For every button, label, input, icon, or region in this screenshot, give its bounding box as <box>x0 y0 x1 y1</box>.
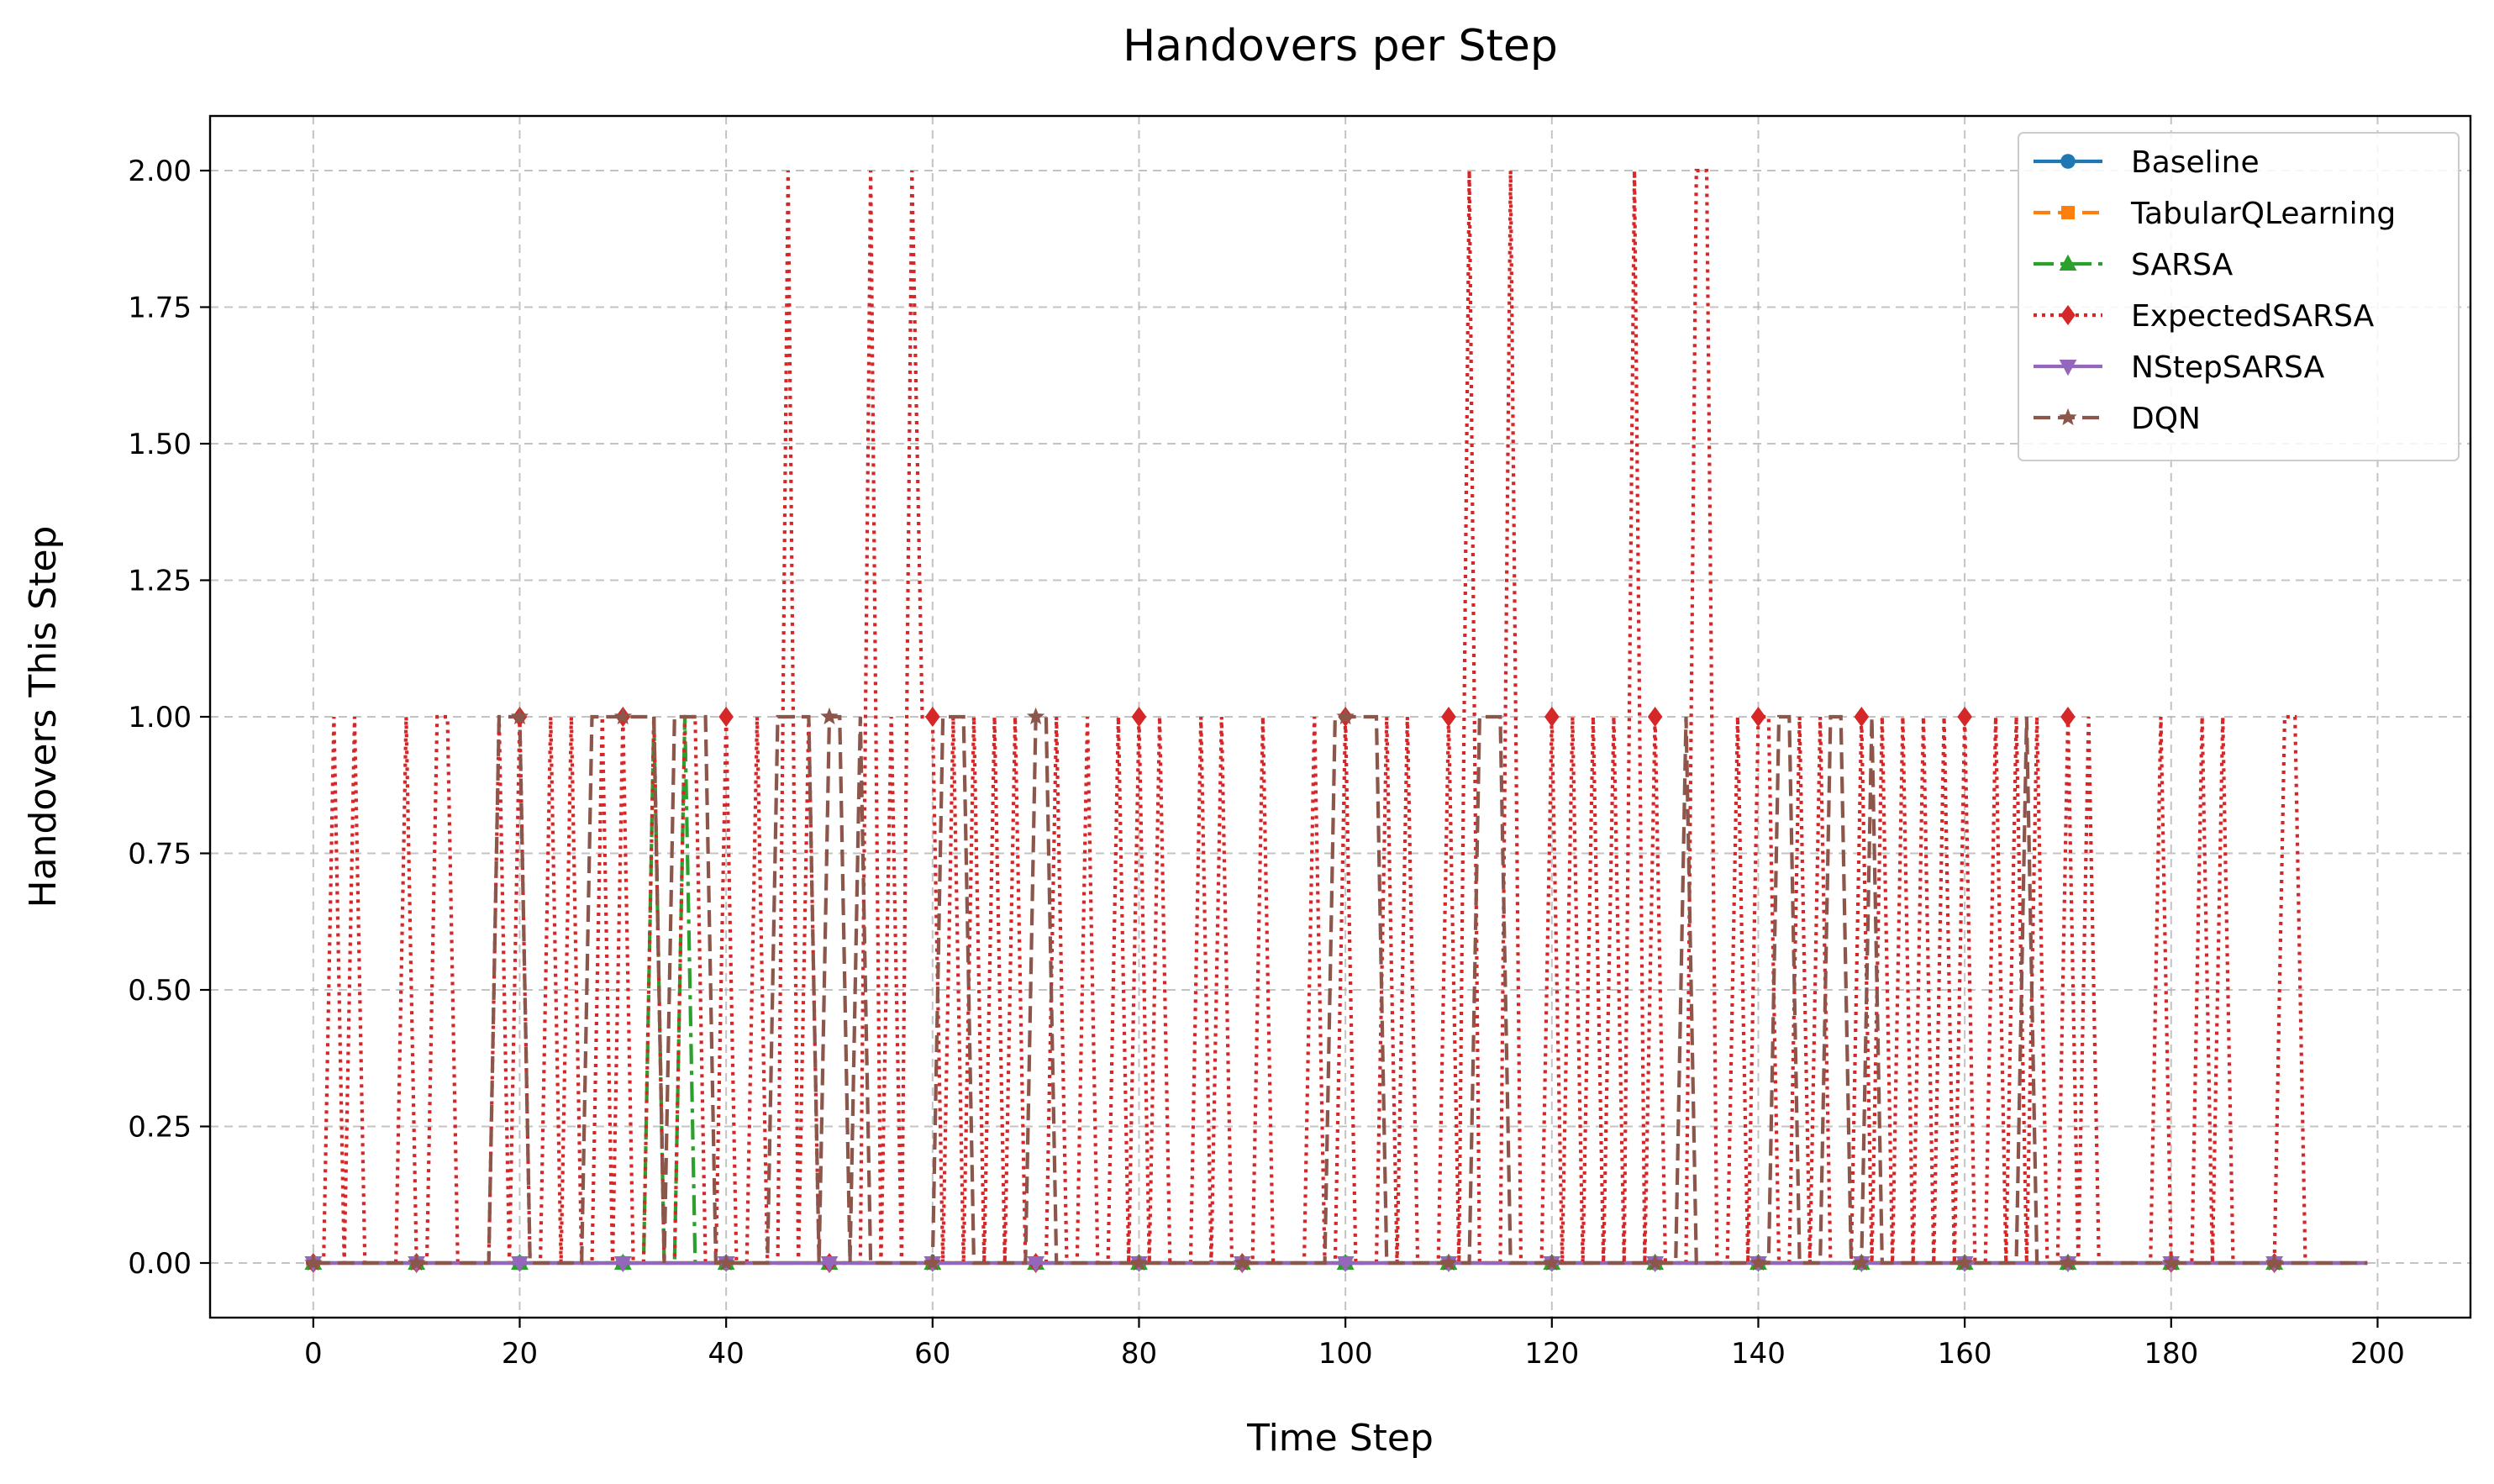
y-tick-label: 0.25 <box>128 1111 192 1145</box>
data-point-marker <box>1129 1253 1149 1271</box>
data-point-marker <box>1543 1253 1561 1271</box>
data-point-marker <box>1131 707 1147 727</box>
data-point-marker <box>1336 1256 1355 1273</box>
legend-item: SARSA <box>2034 248 2234 282</box>
data-point-marker <box>1647 707 1663 727</box>
legend-marker <box>2060 154 2076 169</box>
data-point-marker <box>1027 707 1045 725</box>
data-point-marker <box>2162 1253 2181 1271</box>
data-point-marker <box>1854 707 1870 727</box>
legend-label: SARSA <box>2131 248 2234 282</box>
data-point-marker <box>1646 1253 1665 1271</box>
data-point-marker <box>718 707 734 727</box>
data-point-marker <box>304 1253 323 1271</box>
y-axis-ticks: 0.00 0.25 0.50 0.75 1.00 1.25 1.50 1.75 2.00 <box>128 155 210 1281</box>
x-tick-label: 160 <box>1938 1337 1992 1371</box>
data-point-marker <box>1027 1256 1045 1273</box>
data-point-marker <box>1750 707 1766 727</box>
legend-label: TabularQLearning <box>2130 197 2396 231</box>
y-tick-label: 1.25 <box>128 565 192 598</box>
x-tick-label: 20 <box>502 1337 538 1371</box>
series-dqn <box>304 707 2368 1271</box>
legend-label: NStepSARSA <box>2131 350 2325 385</box>
x-tick-label: 180 <box>2144 1337 2198 1371</box>
legend-label: Baseline <box>2131 145 2260 180</box>
data-point-marker <box>613 1256 632 1273</box>
y-tick-label: 0.00 <box>128 1247 192 1281</box>
y-axis-title: Handovers This Step <box>22 526 65 908</box>
y-tick-label: 0.50 <box>128 974 192 1008</box>
series-lines <box>304 168 2368 1273</box>
series-line <box>313 168 2368 1266</box>
legend-marker <box>2059 408 2077 426</box>
data-point-marker <box>408 1253 426 1271</box>
y-tick-label: 0.75 <box>128 838 192 871</box>
grid <box>210 116 2470 1318</box>
data-point-marker <box>1749 1253 1768 1271</box>
x-axis-title: Time Step <box>1246 1417 1434 1460</box>
data-point-marker <box>2059 1253 2077 1271</box>
data-point-marker <box>820 1256 839 1273</box>
legend-item: TabularQLearning <box>2034 197 2396 231</box>
x-axis-ticks: 0 20 40 60 80 100 120 140 160 180 200 <box>304 1318 2405 1371</box>
data-point-marker <box>510 707 529 725</box>
legend-marker <box>2059 360 2077 376</box>
data-point-marker <box>1336 707 1355 725</box>
legend-item: DQN <box>2034 402 2201 436</box>
legend-marker <box>2060 305 2076 325</box>
data-point-marker <box>820 707 839 725</box>
data-point-marker <box>717 1253 735 1271</box>
legend-item: ExpectedSARSA <box>2034 299 2375 334</box>
legend-label: DQN <box>2131 402 2201 436</box>
legend: Baseline TabularQLearning SARSA ExpectedSAR… <box>2018 132 2460 461</box>
legend-item: NStepSARSA <box>2034 350 2325 385</box>
data-point-marker <box>1955 1253 1974 1271</box>
x-tick-label: 0 <box>304 1337 323 1371</box>
x-tick-label: 120 <box>1524 1337 1579 1371</box>
legend-marker <box>2059 254 2077 271</box>
data-point-marker <box>1544 707 1560 727</box>
x-tick-label: 200 <box>2350 1337 2405 1371</box>
legend-marker <box>2061 206 2075 219</box>
data-point-marker <box>511 1256 529 1273</box>
data-point-marker <box>1439 1253 1458 1271</box>
x-tick-label: 40 <box>708 1337 745 1371</box>
data-point-marker <box>1233 1253 1251 1271</box>
chart-title: Handovers per Step <box>1123 21 1558 71</box>
legend-box <box>2018 132 2460 461</box>
y-tick-label: 1.50 <box>128 428 192 461</box>
x-tick-label: 60 <box>914 1337 950 1371</box>
y-tick-label: 1.75 <box>128 292 192 325</box>
legend-label: ExpectedSARSA <box>2131 299 2375 334</box>
x-tick-label: 140 <box>1731 1337 1786 1371</box>
data-point-marker <box>2060 707 2076 727</box>
y-tick-label: 2.00 <box>128 155 192 188</box>
y-tick-label: 1.00 <box>128 701 192 734</box>
x-tick-label: 100 <box>1318 1337 1373 1371</box>
legend-item: Baseline <box>2034 145 2260 180</box>
data-point-marker <box>923 1253 942 1271</box>
data-point-marker <box>1441 707 1456 727</box>
data-point-marker <box>925 707 940 727</box>
data-point-marker <box>1852 1253 1870 1271</box>
data-point-marker <box>2265 1253 2284 1271</box>
data-point-marker <box>1957 707 1972 727</box>
data-point-marker <box>613 707 632 725</box>
x-tick-label: 80 <box>1121 1337 1157 1371</box>
